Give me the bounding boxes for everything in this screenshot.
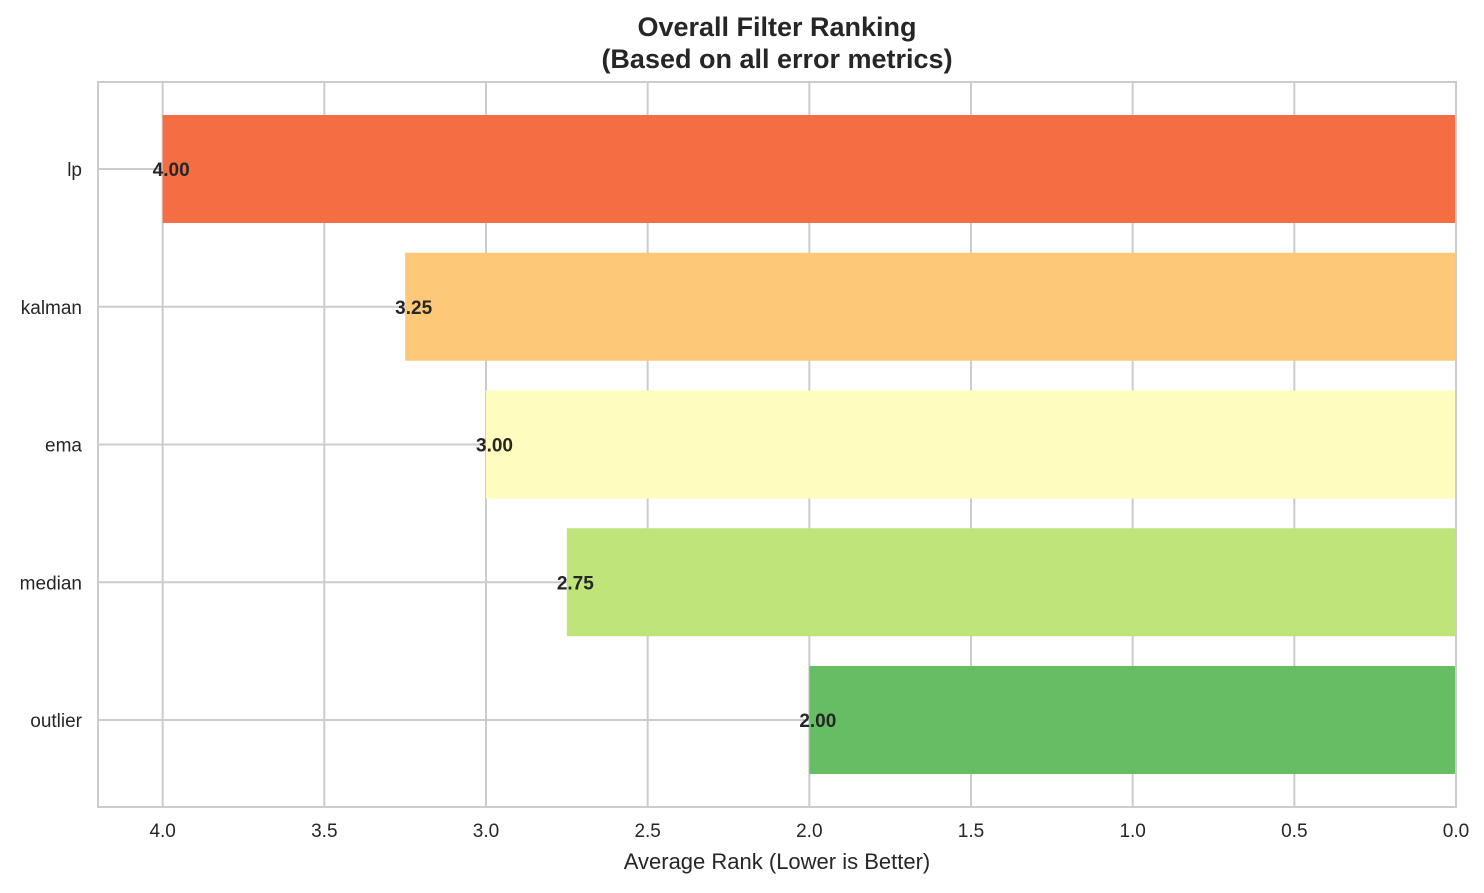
x-tick-label: 2.0 bbox=[796, 821, 822, 842]
x-tick-label: 4.0 bbox=[149, 821, 175, 842]
x-tick-label: 3.5 bbox=[311, 821, 337, 842]
bar-outlier bbox=[809, 666, 1456, 774]
y-tick-label: kalman bbox=[21, 298, 82, 319]
bars bbox=[162, 115, 1457, 774]
y-tick-label: outlier bbox=[30, 711, 82, 732]
bar-value-label: 4.00 bbox=[153, 160, 190, 181]
value-labels: 4.00 3.25 3.00 2.75 2.00 bbox=[153, 160, 837, 732]
x-tick-label: 0.0 bbox=[1443, 821, 1469, 842]
bar-value-label: 2.75 bbox=[557, 573, 594, 594]
bar-value-label: 3.00 bbox=[476, 436, 513, 457]
bar-kalman bbox=[405, 252, 1457, 361]
bar-median bbox=[566, 528, 1456, 637]
bar-ema bbox=[486, 390, 1456, 499]
plot-frame bbox=[97, 81, 1457, 808]
y-tick-label: median bbox=[20, 573, 82, 594]
x-axis-label: Average Rank (Lower is Better) bbox=[624, 849, 931, 874]
x-tick-label: 2.5 bbox=[634, 821, 660, 842]
chart-title: Overall Filter Ranking bbox=[637, 12, 916, 42]
x-tick-label: 1.5 bbox=[958, 821, 984, 842]
bar-lp bbox=[162, 115, 1457, 223]
y-axis-tick-labels: lp kalman ema median outlier bbox=[20, 160, 83, 732]
x-tick-label: 0.5 bbox=[1281, 821, 1307, 842]
y-tick-label: lp bbox=[67, 160, 82, 181]
bar-value-label: 3.25 bbox=[395, 298, 432, 319]
x-tick-label: 3.0 bbox=[473, 821, 499, 842]
bar-value-label: 2.00 bbox=[799, 711, 836, 732]
x-axis-tick-labels: 4.0 3.5 3.0 2.5 2.0 1.5 1.0 0.5 0.0 bbox=[149, 821, 1469, 842]
x-tick-label: 1.0 bbox=[1119, 821, 1145, 842]
chart-subtitle: (Based on all error metrics) bbox=[601, 44, 952, 74]
y-tick-label: ema bbox=[45, 436, 82, 457]
